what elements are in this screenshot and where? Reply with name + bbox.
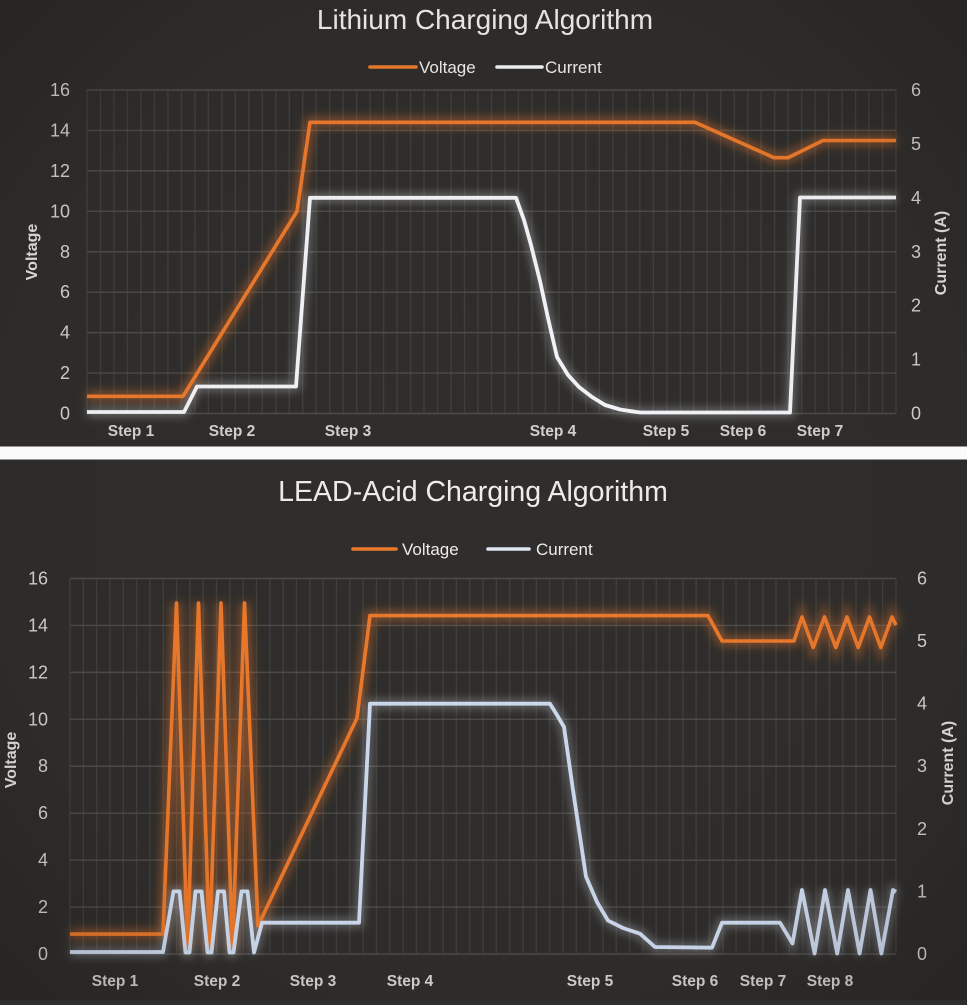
svg-text:4: 4 bbox=[60, 323, 70, 343]
svg-text:2: 2 bbox=[38, 897, 48, 917]
svg-text:6: 6 bbox=[911, 80, 921, 100]
svg-text:6: 6 bbox=[60, 282, 70, 302]
svg-text:Step 4: Step 4 bbox=[387, 973, 434, 990]
svg-text:5: 5 bbox=[911, 134, 921, 154]
svg-text:1: 1 bbox=[911, 350, 921, 370]
svg-text:Step 1: Step 1 bbox=[92, 973, 139, 990]
svg-text:Step 6: Step 6 bbox=[720, 423, 767, 440]
svg-text:0: 0 bbox=[60, 404, 70, 424]
svg-text:Current: Current bbox=[545, 58, 602, 77]
svg-text:3: 3 bbox=[917, 756, 927, 776]
svg-text:Step 5: Step 5 bbox=[643, 423, 690, 440]
svg-text:Voltage: Voltage bbox=[24, 224, 41, 281]
svg-text:16: 16 bbox=[50, 80, 70, 100]
svg-text:6: 6 bbox=[917, 569, 927, 589]
svg-text:3: 3 bbox=[911, 242, 921, 262]
svg-text:Step 7: Step 7 bbox=[740, 973, 787, 990]
svg-text:0: 0 bbox=[911, 404, 921, 424]
svg-text:Step 3: Step 3 bbox=[290, 973, 337, 990]
svg-text:10: 10 bbox=[50, 201, 70, 221]
svg-text:4: 4 bbox=[911, 188, 921, 208]
svg-text:0: 0 bbox=[38, 944, 48, 964]
svg-text:1: 1 bbox=[917, 881, 927, 901]
svg-text:4: 4 bbox=[38, 850, 48, 870]
svg-text:Step 6: Step 6 bbox=[672, 973, 719, 990]
svg-text:12: 12 bbox=[50, 161, 70, 181]
svg-text:Current (A): Current (A) bbox=[933, 211, 950, 295]
svg-text:Current: Current bbox=[536, 540, 593, 559]
svg-text:Step 8: Step 8 bbox=[807, 973, 854, 990]
svg-text:4: 4 bbox=[917, 694, 927, 714]
svg-text:Step 2: Step 2 bbox=[209, 423, 256, 440]
svg-text:Step 5: Step 5 bbox=[567, 973, 614, 990]
svg-text:Current (A): Current (A) bbox=[940, 721, 957, 805]
svg-text:Step 4: Step 4 bbox=[530, 423, 577, 440]
svg-text:0: 0 bbox=[917, 944, 927, 964]
svg-text:Step 2: Step 2 bbox=[194, 973, 241, 990]
svg-text:12: 12 bbox=[28, 662, 48, 682]
svg-text:8: 8 bbox=[38, 756, 48, 776]
svg-text:Voltage: Voltage bbox=[419, 58, 476, 77]
svg-text:Voltage: Voltage bbox=[402, 540, 459, 559]
svg-text:LEAD-Acid Charging Algorithm: LEAD-Acid Charging Algorithm bbox=[278, 476, 668, 508]
svg-text:8: 8 bbox=[60, 242, 70, 262]
svg-text:5: 5 bbox=[917, 631, 927, 651]
svg-text:Lithium Charging Algorithm: Lithium Charging Algorithm bbox=[317, 4, 653, 35]
svg-text:Step 7: Step 7 bbox=[797, 423, 844, 440]
svg-text:Voltage: Voltage bbox=[3, 732, 20, 789]
svg-text:Step 1: Step 1 bbox=[108, 423, 155, 440]
svg-text:Step 3: Step 3 bbox=[325, 423, 372, 440]
svg-text:14: 14 bbox=[28, 615, 48, 635]
svg-text:16: 16 bbox=[28, 569, 48, 589]
svg-text:6: 6 bbox=[38, 803, 48, 823]
svg-text:2: 2 bbox=[917, 819, 927, 839]
svg-text:10: 10 bbox=[28, 709, 48, 729]
svg-text:2: 2 bbox=[911, 296, 921, 316]
svg-text:14: 14 bbox=[50, 120, 70, 140]
svg-text:2: 2 bbox=[60, 363, 70, 383]
